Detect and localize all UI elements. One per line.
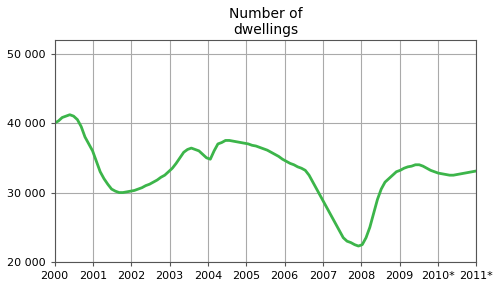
Title: Number of
dwellings: Number of dwellings	[228, 7, 302, 37]
